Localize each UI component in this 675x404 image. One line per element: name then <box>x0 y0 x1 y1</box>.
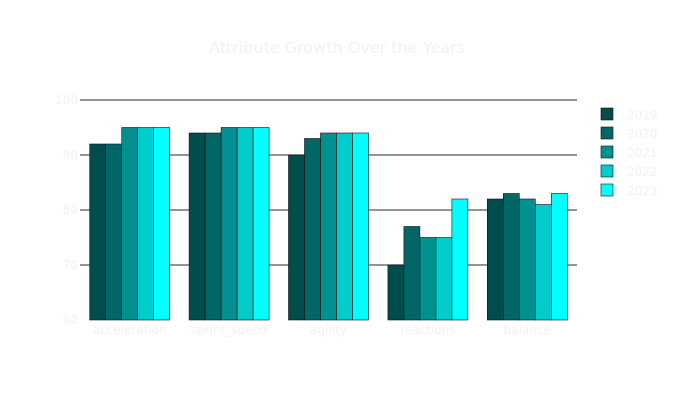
bar-reactions-2019 <box>387 264 405 321</box>
bar-sprint_speed-2020 <box>204 132 222 321</box>
bar-sprint_speed-2023 <box>252 127 270 321</box>
bar-reactions-2022 <box>435 237 453 321</box>
legend-swatch-2019 <box>600 107 614 121</box>
legend-label-2020: 2020 <box>627 127 658 141</box>
y-tick-label-70: 70 <box>63 258 78 272</box>
bar-acceleration-2019 <box>89 143 106 321</box>
y-tick-label-100: 100 <box>55 93 78 107</box>
bar-agility-2020 <box>304 138 321 321</box>
y-tick-label-80: 80 <box>63 203 78 217</box>
legend-item-2023[interactable]: 2023 <box>600 183 658 198</box>
bar-acceleration-2021 <box>121 127 138 321</box>
bar-balance-2021 <box>518 198 536 321</box>
bar-reactions-2020 <box>403 226 421 321</box>
y-tick-label-90: 90 <box>63 148 78 162</box>
legend-swatch-2022 <box>600 164 614 178</box>
bar-balance-2023 <box>550 193 568 321</box>
bar-acceleration-2020 <box>105 143 122 321</box>
x-tick-label-balance: balance <box>504 323 551 337</box>
legend[interactable]: 2019 2020 2021 2022 2023 <box>600 107 658 198</box>
x-tick-label-reactions: reactions <box>400 323 455 337</box>
legend-label-2022: 2022 <box>627 165 658 179</box>
bar-agility-2023 <box>352 132 369 321</box>
bar-sprint_speed-2019 <box>188 132 206 321</box>
legend-item-2022[interactable]: 2022 <box>600 164 658 179</box>
legend-item-2019[interactable]: 2019 <box>600 107 658 122</box>
bar-agility-2021 <box>320 132 337 321</box>
legend-label-2023: 2023 <box>627 184 658 198</box>
bar-sprint_speed-2021 <box>220 127 238 321</box>
legend-item-2020[interactable]: 2020 <box>600 126 658 141</box>
legend-swatch-2020 <box>600 126 614 140</box>
y-tick-label-60: 60 <box>63 313 78 327</box>
bar-agility-2022 <box>336 132 353 321</box>
bar-balance-2019 <box>486 198 504 321</box>
legend-label-2021: 2021 <box>627 146 658 160</box>
legend-item-2021[interactable]: 2021 <box>600 145 658 160</box>
bar-sprint_speed-2022 <box>236 127 254 321</box>
bar-reactions-2023 <box>451 198 469 321</box>
x-tick-label-acceleration: acceleration <box>93 323 167 337</box>
legend-swatch-2021 <box>600 145 614 159</box>
bar-balance-2022 <box>534 204 552 321</box>
x-tick-label-sprint_speed: sprint_speed <box>191 323 268 337</box>
bar-agility-2019 <box>288 154 305 321</box>
bar-acceleration-2023 <box>153 127 170 321</box>
x-tick-label-agility: agility <box>310 323 347 337</box>
bars <box>89 127 568 321</box>
chart-title: Attribute Growth Over the Years <box>209 38 465 57</box>
legend-label-2019: 2019 <box>627 108 658 122</box>
x-axis: acceleration sprint_speed agility reactions… <box>93 323 551 337</box>
y-axis: 60 70 80 90 100 <box>55 93 78 327</box>
bar-balance-2020 <box>502 193 520 321</box>
bar-acceleration-2022 <box>137 127 154 321</box>
legend-swatch-2023 <box>600 183 614 197</box>
bar-reactions-2021 <box>419 237 437 321</box>
